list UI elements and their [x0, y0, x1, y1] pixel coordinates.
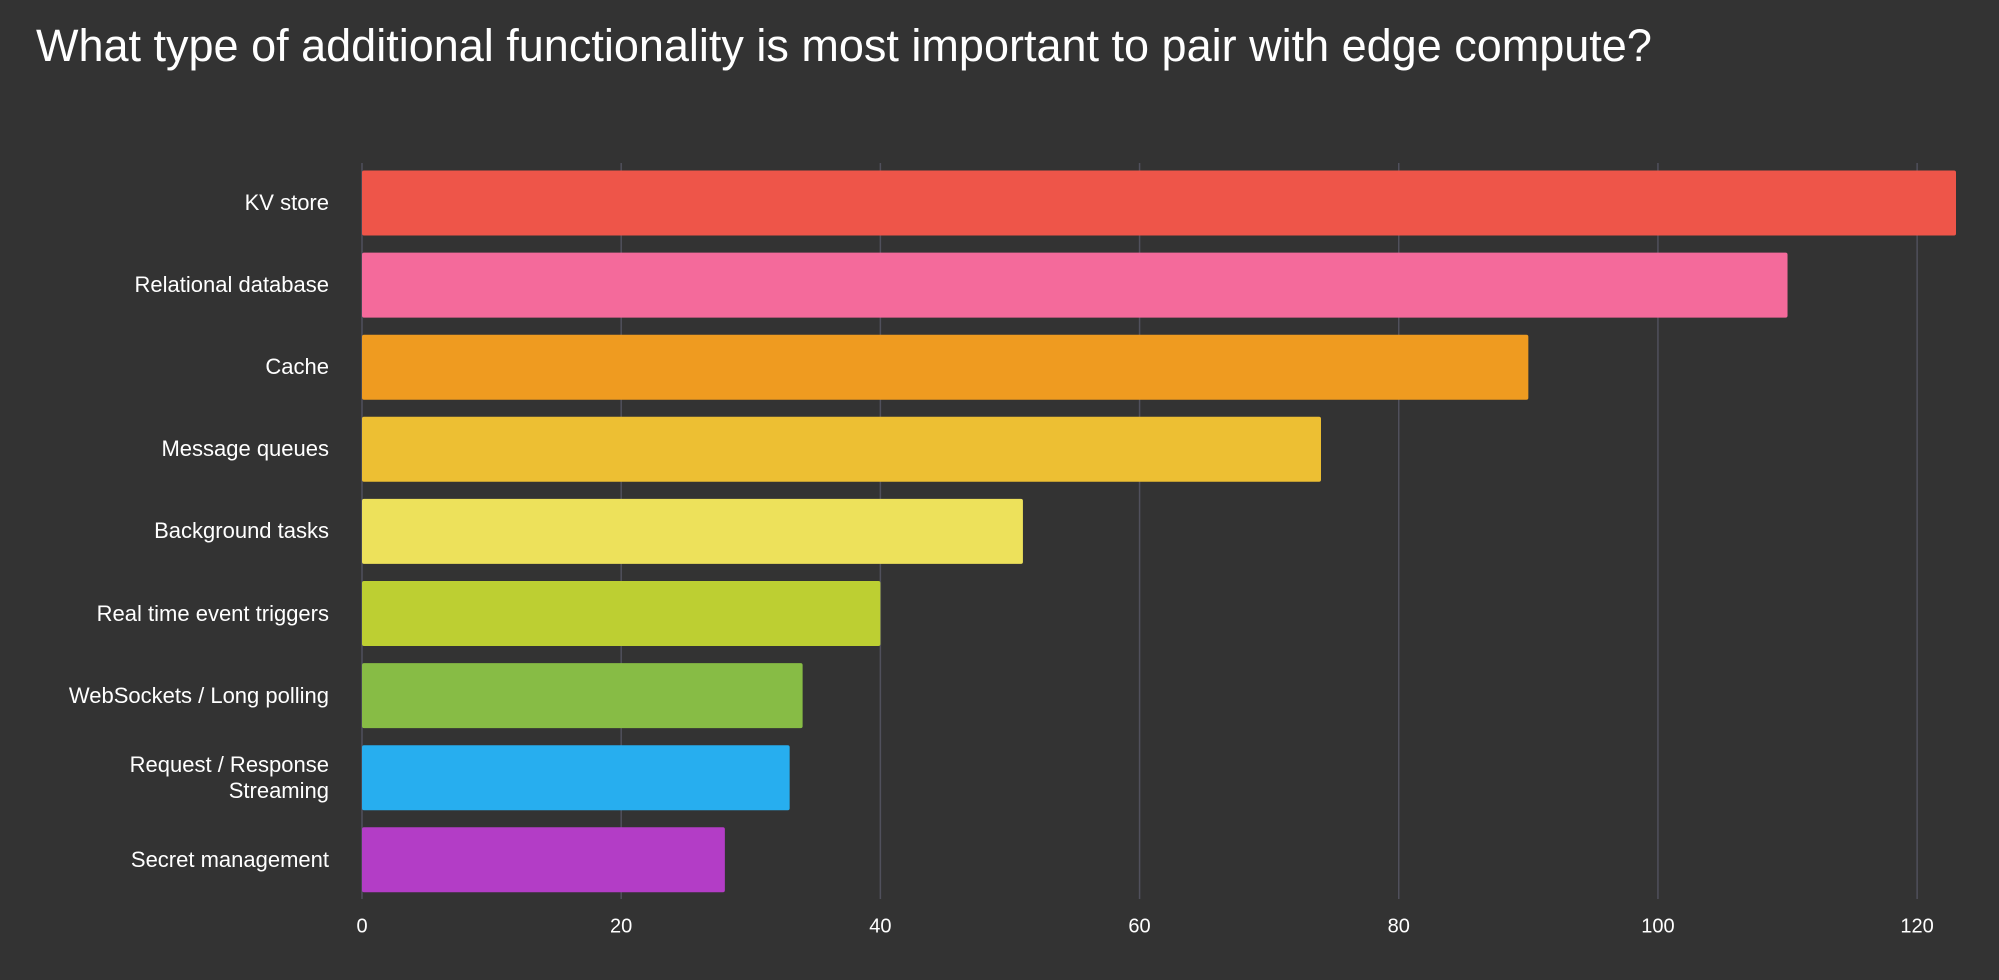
- bar: [362, 745, 790, 811]
- x-tick-label: 0: [356, 915, 367, 937]
- bar: [362, 334, 1529, 400]
- bar: [362, 170, 1956, 236]
- y-tick-label: Real time event triggers: [96, 600, 329, 626]
- chart-title: What type of additional functionality is…: [36, 20, 1652, 71]
- x-tick-label: 80: [1388, 915, 1410, 937]
- y-tick-label: Relational database: [134, 272, 329, 298]
- x-tick-label: 40: [869, 915, 891, 937]
- bar: [362, 252, 1788, 318]
- x-tick-label: 20: [610, 915, 632, 937]
- bar: [362, 581, 881, 646]
- bar: [362, 827, 725, 893]
- x-tick-label: 60: [1128, 915, 1150, 937]
- y-tick-label: Request / Response Streaming: [129, 751, 329, 803]
- bar: [362, 663, 803, 729]
- y-tick-label: Secret management: [130, 846, 329, 872]
- bar: [362, 498, 1023, 564]
- y-tick-label: Cache: [265, 354, 329, 380]
- x-tick-label: 120: [1900, 915, 1933, 937]
- bar: [362, 416, 1321, 482]
- y-tick-label: WebSockets / Long polling: [68, 682, 329, 708]
- x-tick-label: 100: [1641, 915, 1674, 937]
- y-tick-label: Background tasks: [154, 518, 329, 544]
- y-tick-label: Message queues: [161, 436, 329, 462]
- y-tick-label: KV store: [244, 190, 329, 215]
